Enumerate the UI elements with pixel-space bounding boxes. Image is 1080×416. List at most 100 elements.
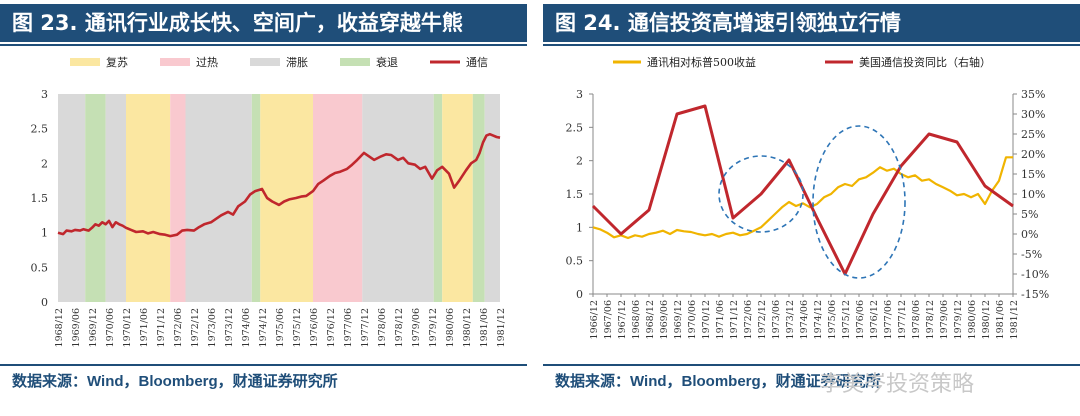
left-ytick-label-2: 1: [41, 227, 48, 240]
left-legend-label-1: 过热: [196, 56, 218, 69]
phase-band-4: [170, 94, 186, 302]
right-xtick-label-10: 1971/12: [729, 300, 740, 339]
phase-band-12: [472, 94, 485, 302]
right-ytick-label-0: 0: [576, 288, 583, 301]
phase-band-9: [362, 94, 434, 302]
left-xtick-label-1: 1969/06: [71, 308, 82, 347]
right-xtick-label-15: 1974/06: [799, 300, 810, 339]
left-legend-swatch-1: [160, 58, 190, 66]
phase-band-3: [126, 94, 171, 302]
left-xtick-label-6: 1971/12: [156, 308, 167, 347]
right-xtick-label-24: 1978/12: [925, 300, 936, 339]
left-legend-label-2: 滞胀: [286, 56, 308, 69]
left-xtick-label-13: 1975/06: [275, 308, 286, 347]
right-xtick-label-27: 1980/06: [967, 300, 978, 339]
phase-band-5: [185, 94, 252, 302]
left-xtick-label-17: 1977/06: [343, 308, 354, 347]
right-xtick-label-7: 1970/06: [687, 300, 698, 339]
right-xtick-label-17: 1975/06: [827, 300, 838, 339]
right-ytick-label-5: 2.5: [566, 121, 584, 134]
right-ytick-label-4: 2: [576, 155, 583, 168]
left-ytick-label-0: 0: [41, 296, 48, 309]
right-chart-title: 图 24. 通信投资高增速引领独立行情: [543, 4, 1080, 42]
left-series-line-tongxin: [57, 132, 501, 238]
left-xtick-label-11: 1974/06: [241, 308, 252, 347]
left-legend-label-3: 衰退: [376, 55, 398, 69]
right-y2tick-label-7: 20%: [1021, 148, 1045, 161]
right-xtick-label-0: 1966/12: [589, 300, 600, 339]
right-xtick-label-23: 1978/06: [911, 300, 922, 339]
left-ytick-label-1: 0.5: [31, 261, 49, 274]
right-xtick-label-13: 1973/06: [771, 300, 782, 339]
right-xtick-label-16: 1974/12: [813, 300, 824, 339]
right-y2tick-label-8: 25%: [1021, 128, 1045, 141]
right-chart-svg: 0 0.5 1 1.5 2 2.5 3 -15% -10% -5% 0% 5% 10% 15% 20% 25%…: [566, 55, 1050, 339]
right-xtick-label-2: 1967/12: [617, 300, 628, 339]
left-xtick-label-24: 1980/12: [462, 308, 473, 347]
right-xtick-label-25: 1979/06: [939, 300, 950, 339]
phase-band-10: [433, 94, 443, 302]
right-annotation-ellipse-0: [718, 155, 804, 233]
right-xtick-label-6: 1969/12: [673, 300, 684, 339]
left-xtick-label-22: 1979/12: [428, 308, 439, 347]
phase-band-0: [58, 94, 86, 302]
right-ytick-label-3: 1.5: [566, 188, 584, 201]
phase-band-8: [313, 94, 363, 302]
phase-band-1: [85, 94, 106, 302]
right-xtick-label-1: 1967/06: [603, 300, 614, 339]
right-xtick-label-28: 1980/12: [981, 300, 992, 339]
left-xtick-label-12: 1974/12: [258, 308, 269, 347]
left-chart-panel: 图 23. 通讯行业成长快、空间广，收益穿越牛熊 0 0.5 1 1.5 2 2.5 3 19…: [0, 0, 527, 416]
right-xtick-label-29: 1981/06: [995, 300, 1006, 339]
left-xtick-label-9: 1973/06: [207, 308, 218, 347]
right-top-rule: [543, 44, 1080, 46]
phase-band-2: [105, 94, 126, 302]
right-bottom-rule: [543, 364, 1080, 366]
left-ytick-label-6: 3: [41, 88, 48, 101]
left-xtick-label-10: 1973/12: [224, 308, 235, 347]
left-legend-swatch-2: [250, 58, 280, 66]
left-chart-svg: 0 0.5 1 1.5 2 2.5 3 1968/12 1969/06 1969/12 1970/0…: [31, 55, 508, 347]
right-y2tick-label-2: -5%: [1021, 248, 1042, 261]
left-legend-swatch-3: [340, 58, 370, 66]
left-xtick-label-2: 1969/12: [88, 308, 99, 347]
left-xtick-label-23: 1980/06: [445, 308, 456, 347]
right-ytick-label-2: 1: [576, 221, 583, 234]
right-y2tick-label-1: -10%: [1021, 268, 1049, 281]
right-y2tick-label-6: 15%: [1021, 168, 1045, 181]
left-xtick-label-26: 1981/12: [496, 308, 507, 347]
right-legend-label-1: 美国通信投资同比（右轴）: [859, 55, 991, 69]
right-series-line-relative-return: [592, 156, 1013, 240]
left-xtick-label-7: 1972/06: [173, 308, 184, 347]
right-xtick-label-14: 1973/12: [785, 300, 796, 339]
left-bottom-rule: [0, 364, 527, 366]
right-xtick-label-30: 1981/12: [1009, 300, 1020, 339]
right-xtick-label-19: 1976/06: [855, 300, 866, 339]
right-xtick-label-3: 1968/06: [631, 300, 642, 339]
left-legend-swatch-0: [70, 58, 100, 66]
left-chart-title: 图 23. 通讯行业成长快、空间广，收益穿越牛熊: [0, 4, 527, 42]
right-y2tick-label-9: 30%: [1021, 108, 1045, 121]
left-chart-source: 数据来源：Wind，Bloomberg，财通证券研究所: [12, 373, 338, 390]
phase-band-11: [442, 94, 473, 302]
left-xtick-label-19: 1978/06: [377, 308, 388, 347]
left-xtick-label-4: 1970/12: [122, 308, 133, 347]
left-ytick-label-3: 1.5: [31, 192, 49, 205]
right-chart-source: 数据来源：Wind，Bloomberg，财通证券研究所: [555, 373, 881, 390]
left-xtick-label-3: 1970/06: [105, 308, 116, 347]
left-xtick-label-0: 1968/12: [54, 308, 65, 347]
right-ytick-label-1: 0.5: [566, 255, 584, 268]
left-legend-label-4: 通信: [466, 56, 488, 69]
right-xtick-label-9: 1971/06: [715, 300, 726, 339]
right-xtick-label-20: 1976/12: [869, 300, 880, 339]
phase-band-6: [251, 94, 261, 302]
left-xtick-label-25: 1981/06: [479, 308, 490, 347]
left-xtick-label-8: 1972/12: [190, 308, 201, 347]
right-y2tick-label-0: -15%: [1021, 288, 1049, 301]
right-annotation-ellipse-1: [812, 125, 906, 279]
left-xtick-label-16: 1976/12: [326, 308, 337, 347]
right-legend-label-0: 通讯相对标普500收益: [647, 55, 756, 69]
right-xtick-label-12: 1972/12: [757, 300, 768, 339]
right-y2tick-label-4: 5%: [1021, 208, 1038, 221]
left-xtick-label-15: 1976/06: [309, 308, 320, 347]
